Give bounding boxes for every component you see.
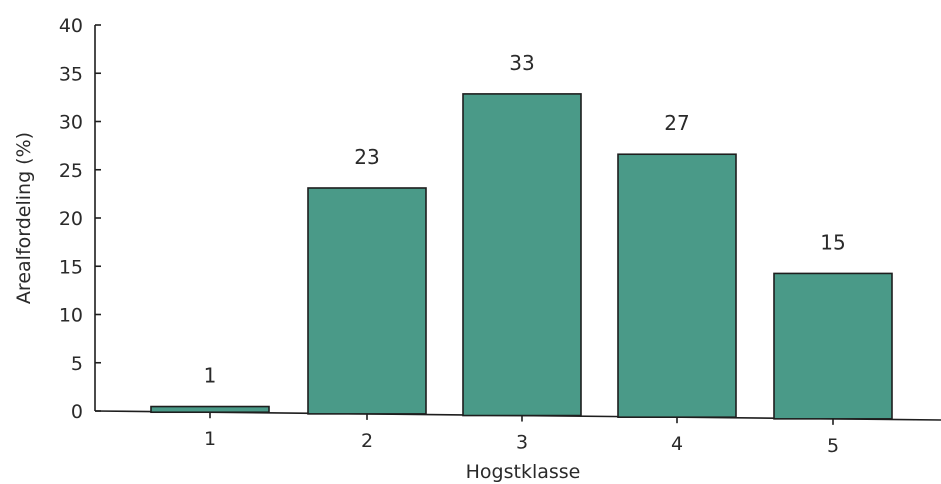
y-tick-label: 40	[59, 15, 83, 37]
y-tick-label: 30	[59, 112, 83, 134]
data-label-3: 33	[509, 51, 534, 75]
y-tick-label: 20	[59, 208, 83, 230]
y-tick-label: 25	[59, 160, 83, 182]
data-label-2: 23	[354, 145, 379, 169]
y-tick-label: 15	[59, 256, 83, 278]
x-tick-label-5: 5	[827, 435, 839, 457]
bar-2	[307, 187, 427, 415]
x-tick-label-3: 3	[516, 432, 528, 454]
y-axis-title: Arealfordeling (%)	[13, 132, 35, 304]
y-tick-label: 0	[71, 401, 83, 423]
x-tick-label-1: 1	[204, 428, 216, 450]
x-axis-title: Hogstklasse	[466, 461, 581, 483]
bar-3	[462, 93, 582, 417]
data-label-1: 1	[204, 364, 217, 388]
y-tick-label: 35	[59, 63, 83, 85]
data-label-4: 27	[664, 111, 689, 135]
x-tick-label-2: 2	[361, 430, 373, 452]
bar-4	[617, 153, 737, 418]
data-labels: 1 23 33 27 15	[204, 51, 846, 388]
y-tick-label: 10	[59, 305, 83, 327]
bar-1	[150, 405, 270, 414]
data-label-5: 15	[820, 230, 845, 254]
x-tick-label-4: 4	[671, 433, 683, 455]
x-ticks: 1 2 3 4 5	[204, 412, 839, 457]
bars	[150, 93, 893, 420]
y-tick-label: 5	[71, 353, 83, 375]
bar-5	[773, 272, 893, 420]
y-ticks: 0 5 10 15 20 25 30 35 40	[59, 15, 101, 423]
